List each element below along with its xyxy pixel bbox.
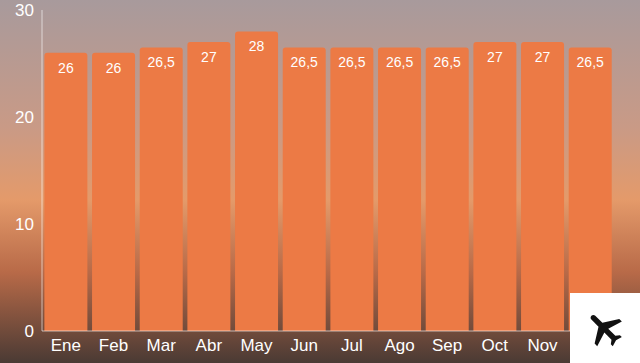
svg-text:10: 10 (15, 215, 34, 234)
svg-text:27: 27 (535, 49, 551, 65)
svg-text:Feb: Feb (99, 336, 128, 355)
svg-text:26: 26 (106, 60, 122, 76)
svg-text:27: 27 (201, 49, 217, 65)
svg-text:26,5: 26,5 (434, 54, 461, 70)
svg-text:Jul: Jul (341, 336, 363, 355)
svg-text:28: 28 (249, 38, 265, 54)
svg-text:20: 20 (15, 108, 34, 127)
svg-text:26,5: 26,5 (577, 54, 604, 70)
svg-text:Ago: Ago (384, 336, 414, 355)
svg-text:Sep: Sep (432, 336, 462, 355)
svg-text:26: 26 (58, 60, 74, 76)
svg-text:27: 27 (487, 49, 503, 65)
svg-text:Ene: Ene (51, 336, 81, 355)
svg-text:26,5: 26,5 (386, 54, 413, 70)
svg-text:May: May (240, 336, 273, 355)
svg-text:30: 30 (15, 1, 34, 20)
svg-text:Mar: Mar (147, 336, 177, 355)
svg-text:0: 0 (25, 322, 34, 341)
svg-text:Abr: Abr (196, 336, 223, 355)
svg-text:Oct: Oct (482, 336, 509, 355)
svg-text:26,5: 26,5 (148, 54, 175, 70)
svg-text:Jun: Jun (290, 336, 317, 355)
svg-text:26,5: 26,5 (338, 54, 365, 70)
svg-text:26,5: 26,5 (291, 54, 318, 70)
svg-text:Nov: Nov (527, 336, 558, 355)
